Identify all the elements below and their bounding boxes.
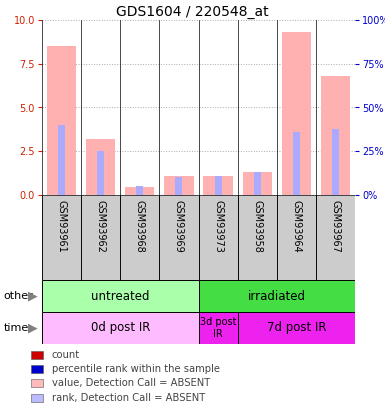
Bar (31, 365, 43, 373)
Text: untreated: untreated (91, 290, 149, 303)
Bar (176, 177, 182, 195)
Bar (42, 280, 199, 312)
Text: other: other (4, 291, 33, 301)
Text: GSM93969: GSM93969 (174, 200, 184, 253)
Text: 0d post IR: 0d post IR (90, 322, 150, 335)
Bar (31, 379, 43, 387)
Text: GSM93973: GSM93973 (213, 200, 223, 253)
Bar (243, 172, 272, 195)
Bar (42, 312, 199, 344)
Bar (238, 195, 277, 280)
Text: percentile rank within the sample: percentile rank within the sample (52, 364, 219, 374)
Bar (321, 76, 350, 195)
Text: ▶: ▶ (28, 322, 37, 335)
Text: GSM93967: GSM93967 (330, 200, 340, 253)
Bar (136, 186, 143, 195)
Text: count: count (52, 350, 80, 360)
Text: ▶: ▶ (28, 290, 37, 303)
Bar (31, 351, 43, 359)
Bar (159, 195, 199, 280)
Bar (199, 280, 355, 312)
Bar (203, 176, 233, 195)
Bar (120, 195, 159, 280)
Bar (316, 195, 355, 280)
Bar (282, 32, 311, 195)
Bar (81, 195, 120, 280)
Bar (199, 195, 238, 280)
Bar (214, 176, 222, 195)
Text: value, Detection Call = ABSENT: value, Detection Call = ABSENT (52, 378, 210, 388)
Bar (332, 128, 339, 195)
Bar (199, 312, 238, 344)
Bar (164, 176, 194, 195)
Text: GSM93962: GSM93962 (96, 200, 106, 253)
Bar (125, 187, 154, 195)
Text: 3d post
IR: 3d post IR (200, 317, 236, 339)
Bar (293, 132, 300, 195)
Bar (277, 195, 316, 280)
Bar (31, 394, 43, 402)
Bar (42, 195, 81, 280)
Bar (254, 172, 261, 195)
Text: GSM93964: GSM93964 (291, 200, 301, 253)
Text: 7d post IR: 7d post IR (266, 322, 326, 335)
Bar (86, 139, 116, 195)
Bar (238, 312, 355, 344)
Text: rank, Detection Call = ABSENT: rank, Detection Call = ABSENT (52, 393, 205, 403)
Bar (47, 46, 76, 195)
Text: GSM93961: GSM93961 (57, 200, 67, 253)
Bar (97, 151, 104, 195)
Text: time: time (4, 323, 29, 333)
Bar (58, 125, 65, 195)
Text: irradiated: irradiated (248, 290, 306, 303)
Text: GSM93968: GSM93968 (135, 200, 145, 253)
Text: GDS1604 / 220548_at: GDS1604 / 220548_at (116, 5, 269, 19)
Text: GSM93958: GSM93958 (252, 200, 262, 253)
